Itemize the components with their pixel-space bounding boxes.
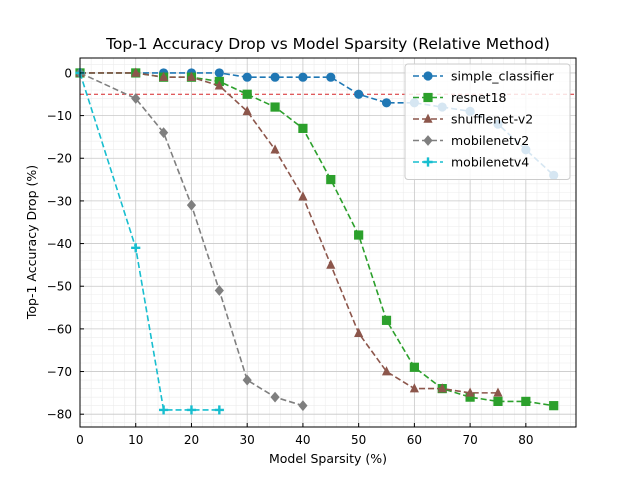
legend-label: shufflenet-v2 — [451, 112, 533, 127]
data-point-simple_classifier — [354, 89, 364, 99]
data-point-mobilenetv2 — [242, 374, 252, 386]
data-point-resnet18 — [465, 392, 475, 402]
data-point-shufflenet-v2 — [214, 80, 224, 90]
data-point-mobilenetv2 — [131, 93, 141, 104]
legend-label: resnet18 — [451, 90, 507, 105]
x-tick-label: 50 — [351, 433, 366, 447]
series-line-mobilenetv4 — [79, 72, 220, 411]
legend-box — [404, 63, 571, 180]
data-point-mobilenetv2 — [158, 127, 169, 139]
legend-item-mobilenetv4: mobilenetv4 — [413, 155, 529, 170]
data-point-shufflenet-v2 — [465, 387, 475, 397]
y-tick-label: −60 — [47, 322, 72, 336]
y-tick-label: −30 — [47, 194, 72, 208]
legend-marker — [423, 113, 433, 123]
legend-item-simple_classifier: simple_classifier — [413, 69, 555, 84]
x-axis: 0 10 20 30 40 50 60 70 80 — [76, 423, 533, 447]
data-point-shufflenet-v2 — [409, 383, 419, 393]
legend-label: mobilenetv2 — [451, 133, 529, 148]
data-point-shufflenet-v2 — [158, 71, 169, 81]
legend-item-shufflenet-v2: shufflenet-v2 — [413, 112, 533, 127]
legend-marker — [423, 157, 433, 167]
y-tick-label: −10 — [47, 109, 72, 123]
legend-label: simple_classifier — [451, 69, 555, 84]
data-point-shufflenet-v2 — [354, 327, 364, 337]
chart-title: Top-1 Accuracy Drop vs Model Sparsity (R… — [105, 35, 550, 53]
data-point-shufflenet-v2 — [381, 366, 392, 376]
x-tick-label: 30 — [240, 433, 255, 447]
data-point-resnet18 — [381, 315, 392, 325]
data-point-shufflenet-v2 — [437, 383, 447, 393]
data-point-mobilenetv2 — [298, 400, 308, 412]
data-point-mobilenetv2 — [214, 285, 224, 296]
legend-marker — [423, 71, 433, 81]
x-tick-label: 60 — [407, 433, 422, 447]
series-shufflenet-v2 — [75, 67, 503, 397]
data-point-resnet18 — [521, 396, 531, 407]
data-point-mobilenetv2 — [270, 391, 280, 403]
x-tick-label: 70 — [462, 433, 477, 447]
legend: simple_classifier resnet18 shufflenet-v2 mo… — [404, 63, 571, 180]
data-point-shufflenet-v2 — [242, 105, 252, 116]
data-point-shufflenet-v2 — [298, 191, 308, 201]
data-point-resnet18 — [298, 123, 308, 133]
data-point-mobilenetv4 — [131, 243, 141, 253]
y-axis: 0 −10 −20 −30 −40 −50 −60 −70 −80 — [47, 66, 84, 422]
plot-frame — [79, 57, 577, 428]
x-axis-label: Model Sparsity (%) — [269, 451, 387, 466]
legend-marker — [423, 135, 433, 146]
minor-grid — [80, 58, 576, 427]
data-point-resnet18 — [409, 362, 419, 372]
data-point-mobilenetv4 — [158, 405, 169, 415]
data-point-simple_classifier — [270, 72, 280, 82]
data-point-shufflenet-v2 — [131, 67, 141, 77]
data-point-resnet18 — [270, 102, 280, 112]
data-point-simple_classifier — [214, 68, 224, 78]
data-point-shufflenet-v2 — [326, 259, 336, 269]
y-axis-label: Top-1 Accuracy Drop (%) — [24, 165, 39, 320]
x-tick-label: 10 — [128, 433, 143, 447]
data-point-simple_classifier — [326, 72, 336, 82]
series-line-mobilenetv2 — [79, 72, 304, 407]
data-point-mobilenetv4 — [186, 405, 197, 415]
legend-item-resnet18: resnet18 — [413, 90, 507, 105]
y-tick-label: −70 — [47, 365, 72, 379]
data-point-shufflenet-v2 — [270, 144, 280, 154]
y-tick-label: −20 — [47, 152, 72, 166]
data-point-simple_classifier — [381, 98, 392, 108]
x-tick-label: 80 — [518, 433, 533, 447]
legend-item-mobilenetv2: mobilenetv2 — [413, 133, 529, 148]
y-tick-label: −80 — [47, 408, 72, 422]
data-point-resnet18 — [493, 396, 503, 407]
data-point-resnet18 — [354, 230, 364, 240]
data-point-resnet18 — [549, 401, 559, 411]
y-tick-label: 0 — [64, 66, 72, 80]
data-point-simple_classifier — [298, 72, 308, 82]
x-tick-label: 40 — [295, 433, 310, 447]
legend-marker — [423, 92, 433, 103]
data-point-mobilenetv4 — [214, 405, 224, 415]
data-point-mobilenetv2 — [186, 199, 197, 211]
y-tick-label: −40 — [47, 237, 72, 251]
data-point-resnet18 — [326, 174, 336, 185]
x-tick-label: 20 — [184, 433, 199, 447]
data-point-simple_classifier — [242, 72, 252, 82]
data-point-shufflenet-v2 — [186, 71, 197, 81]
legend-label: mobilenetv4 — [451, 155, 529, 170]
x-tick-label: 0 — [76, 433, 84, 447]
y-tick-label: −50 — [47, 280, 72, 294]
data-point-resnet18 — [242, 89, 252, 99]
data-point-shufflenet-v2 — [493, 387, 503, 397]
